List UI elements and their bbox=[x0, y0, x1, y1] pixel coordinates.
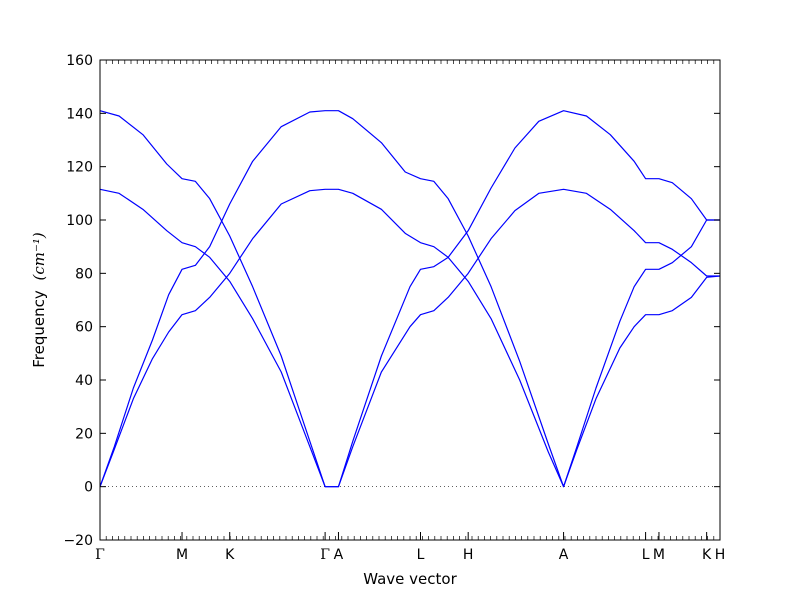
series-group bbox=[99, 110, 721, 488]
x-tick-label: H bbox=[463, 547, 474, 563]
band-line-4 bbox=[99, 188, 721, 488]
y-tick-label: 60 bbox=[75, 320, 93, 336]
y-tick-label: 160 bbox=[66, 53, 93, 69]
y-tick-label: 100 bbox=[66, 213, 93, 229]
x-tick-label: A bbox=[334, 547, 344, 563]
band-line-2 bbox=[99, 188, 720, 488]
x-tick-label: Γ bbox=[320, 547, 330, 563]
y-axis-label-unit: (cm⁻¹) bbox=[30, 232, 48, 280]
x-tick-label: M bbox=[176, 547, 188, 563]
plot-frame bbox=[99, 59, 721, 541]
x-tick-label: L bbox=[417, 547, 425, 563]
y-tick-label: 0 bbox=[84, 480, 93, 496]
x-axis-label: Wave vector bbox=[363, 570, 457, 588]
y-axis-label: Frequency (cm⁻¹) bbox=[30, 232, 48, 368]
y-tick-label: 80 bbox=[75, 266, 93, 282]
y-tick-label: 120 bbox=[66, 160, 93, 176]
x-tick-label: K bbox=[225, 547, 235, 563]
y-ticks-group: −20 0 20 40 60 80 100 120 140 160 bbox=[63, 53, 720, 549]
band-line-3 bbox=[99, 110, 720, 488]
x-tick-label: A bbox=[559, 547, 569, 563]
y-tick-label: 140 bbox=[66, 106, 93, 122]
x-tick-label: L bbox=[642, 547, 650, 563]
x-tick-label: K bbox=[702, 547, 712, 563]
y-tick-label: 40 bbox=[75, 373, 93, 389]
x-tick-label: H bbox=[715, 547, 726, 563]
band-line-1 bbox=[99, 110, 720, 488]
y-axis-label-text: Frequency bbox=[30, 290, 48, 368]
x-tick-label: M bbox=[653, 547, 665, 563]
x-tick-label: Γ bbox=[95, 547, 105, 563]
y-tick-label: −20 bbox=[63, 533, 93, 549]
y-tick-label: 20 bbox=[75, 426, 93, 442]
